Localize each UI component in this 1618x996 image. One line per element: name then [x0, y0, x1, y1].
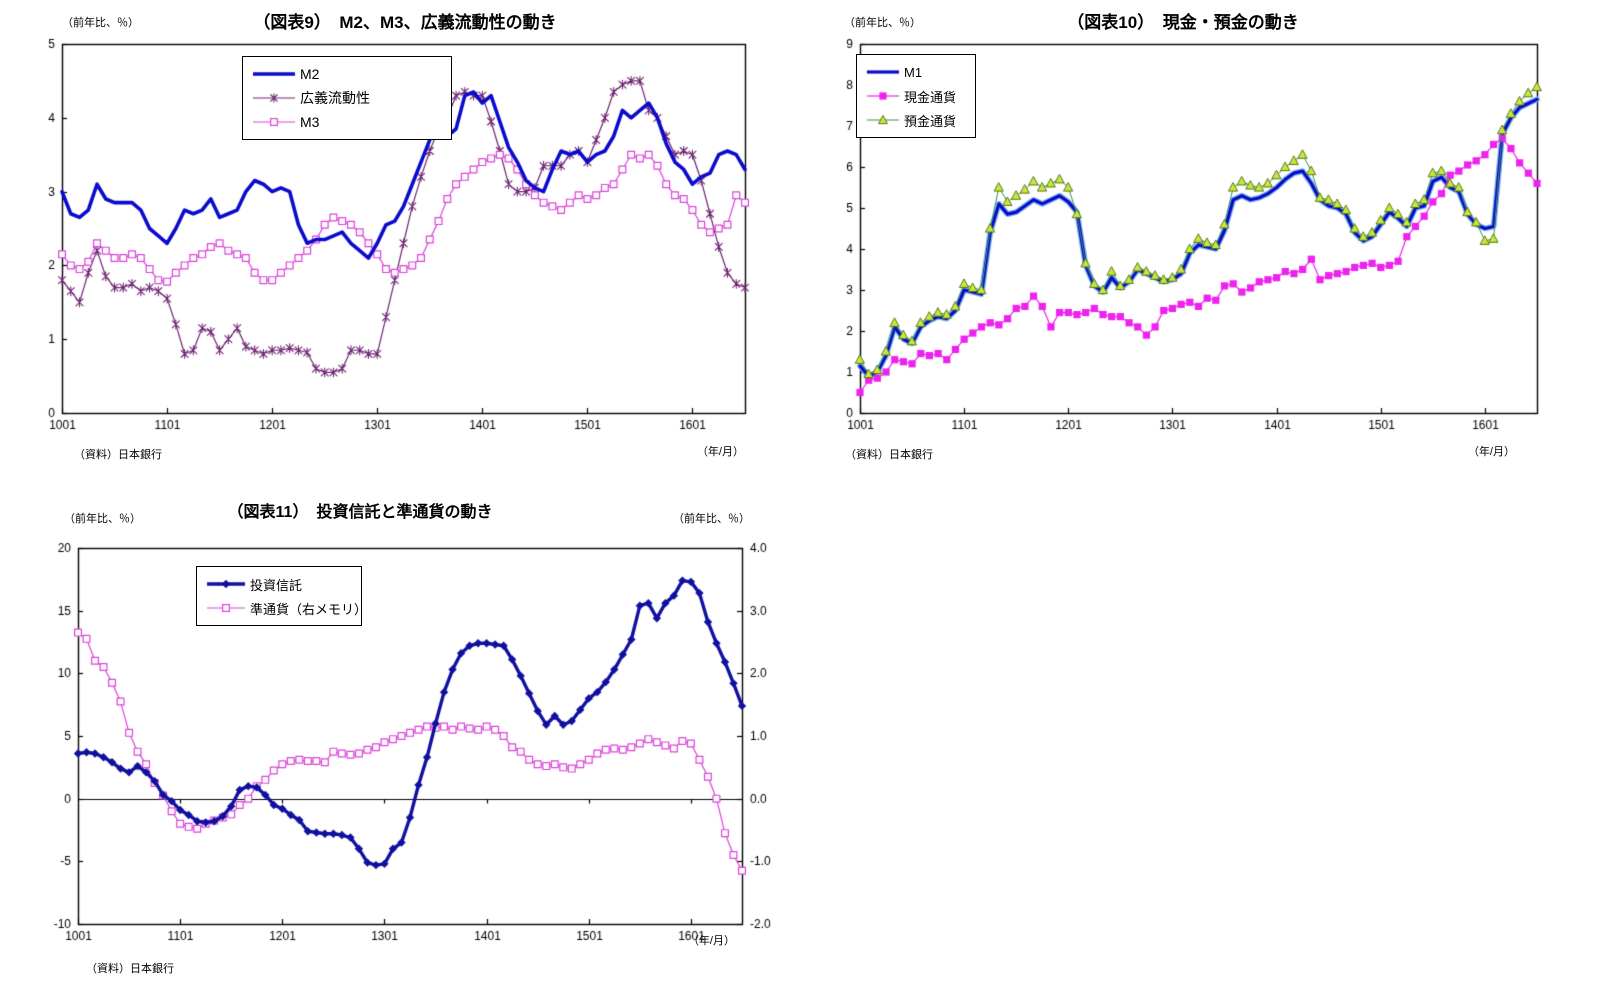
legend-swatch: [205, 600, 247, 616]
legend-swatch: [865, 112, 901, 128]
legend-swatch: [865, 64, 901, 80]
legend-swatch: [205, 576, 247, 592]
legend-swatch: [251, 90, 297, 106]
chart-title: （図表9） M2、M3、広義流動性の動き: [253, 13, 557, 32]
legend-label: 準通貨（右メモリ）: [250, 601, 368, 617]
chart-title: （図表11） 投資信託と準通貨の動き: [227, 504, 493, 521]
legend: M1 現金通貨預金通貨: [856, 54, 976, 138]
figure9-chart: （図表9） M2、M3、広義流動性の動き （前年比、％） （資料）日本銀行 （年…: [0, 0, 790, 480]
y-axis-unit-note-left: （前年比、％）: [64, 513, 141, 525]
legend-item: 広義流動性: [251, 86, 441, 110]
legend-label: M3: [300, 114, 320, 130]
legend-item: 預金通貨: [865, 108, 965, 132]
legend-item: 準通貨（右メモリ）: [205, 596, 367, 620]
legend-swatch: [251, 66, 297, 82]
source-note: （資料）日本銀行: [845, 449, 933, 461]
figure11-chart: （図表11） 投資信託と準通貨の動き （前年比、％） （前年比、％） （資料）日…: [0, 480, 790, 996]
figure11-canvas: [0, 480, 790, 996]
legend-label: 預金通貨: [904, 113, 957, 129]
x-axis-unit-note: （年/月）: [1467, 446, 1515, 458]
legend-item: 現金通貨: [865, 84, 965, 108]
legend-swatch: [865, 88, 901, 104]
legend-item: M3: [251, 110, 441, 134]
legend-label: 現金通貨: [904, 89, 957, 105]
legend: M2 広義流動性 M3: [242, 56, 452, 140]
y-axis-unit-note: （前年比、％）: [844, 17, 921, 29]
legend-item: M1: [865, 60, 965, 84]
legend-label: 広義流動性: [300, 90, 370, 106]
y-axis-unit-note-right: （前年比、％）: [673, 513, 750, 525]
x-axis-unit-note: （年/月）: [696, 446, 744, 458]
chart-title: （図表10） 現金・預金の動き: [1067, 13, 1299, 32]
legend-item: 投資信託: [205, 572, 351, 596]
y-axis-unit-note: （前年比、％）: [62, 17, 139, 29]
source-note: （資料）日本銀行: [86, 963, 174, 975]
legend-swatch: [251, 114, 297, 130]
legend-label: M2: [300, 66, 320, 82]
legend-item: M2: [251, 62, 441, 86]
figure10-chart: （図表10） 現金・預金の動き （前年比、％） （資料）日本銀行 （年/月） M…: [800, 0, 1618, 480]
source-note: （資料）日本銀行: [74, 449, 162, 461]
x-axis-unit-note: （年/月）: [687, 935, 735, 947]
legend-label: M1: [904, 64, 923, 80]
legend-label: 投資信託: [250, 577, 303, 593]
legend: 投資信託準通貨（右メモリ）: [196, 566, 367, 626]
